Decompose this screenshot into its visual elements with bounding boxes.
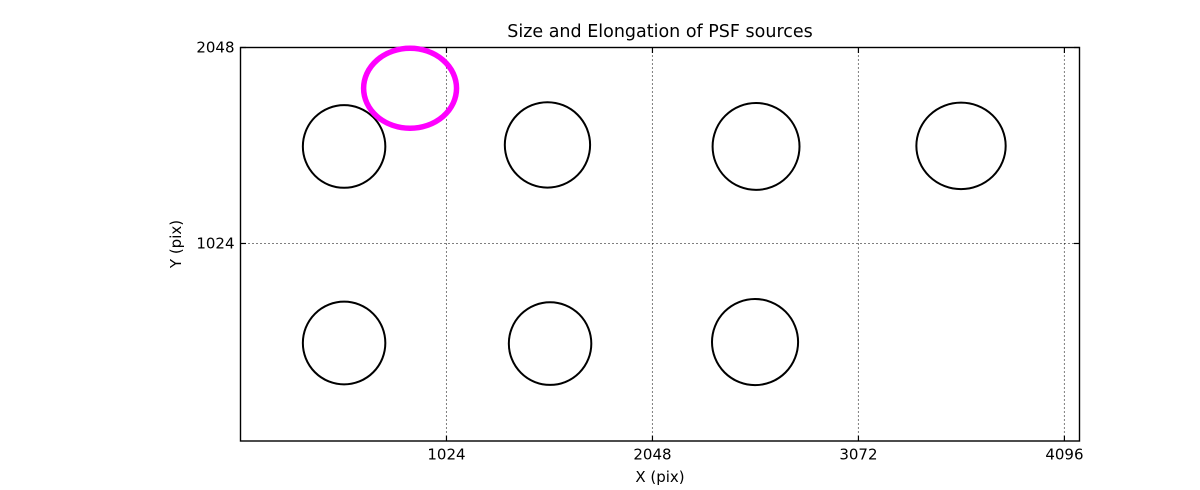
psf-source-ellipse — [711, 102, 801, 191]
plot-border — [239, 46, 1081, 442]
y-axis-label: Y (pix) — [167, 219, 185, 269]
psf-source-ellipse — [915, 101, 1007, 191]
psf-source-ellipse — [301, 300, 387, 386]
chart-title: Size and Elongation of PSF sources — [507, 22, 813, 42]
x-axis-label: X (pix) — [635, 468, 685, 486]
highlighted-psf-source-ellipse — [360, 45, 460, 132]
x-tick-label: 3072 — [839, 446, 877, 464]
psf-source-ellipse — [301, 104, 387, 189]
psf-source-ellipse — [507, 301, 593, 386]
y-tick-label: 1024 — [196, 234, 234, 252]
x-tick-label: 1024 — [427, 446, 465, 464]
psf-source-ellipse — [503, 101, 592, 189]
x-tick-label: 2048 — [633, 446, 671, 464]
x-tick-label: 4096 — [1045, 446, 1083, 464]
psf-source-ellipse — [710, 297, 800, 387]
y-tick-label: 2048 — [196, 39, 234, 57]
